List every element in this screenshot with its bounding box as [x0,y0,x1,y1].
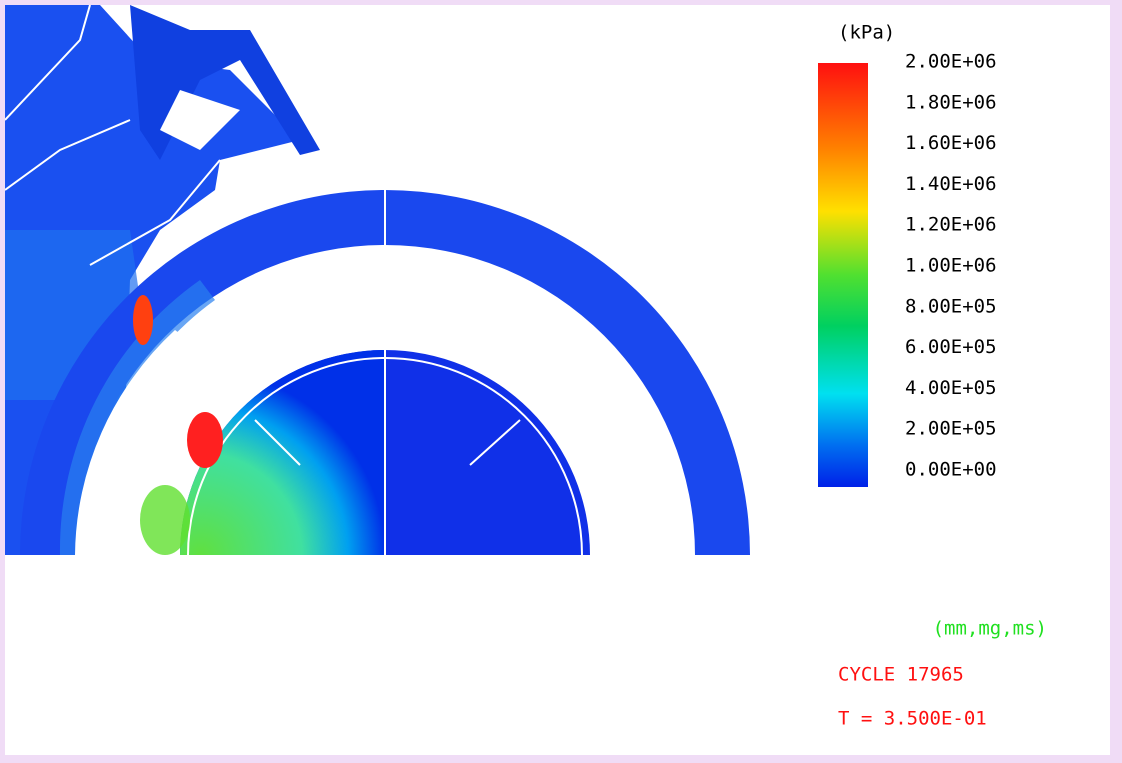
legend-label: 1.00E+06 [905,255,997,277]
model [5,5,750,763]
legend-label: 8.00E+05 [905,295,997,317]
legend-label: 1.40E+06 [905,173,997,195]
legend-label: 4.00E+05 [905,377,997,399]
legend-label: 1.60E+06 [905,132,997,154]
legend-label: 0.00E+00 [905,459,997,481]
simulation-view: (kPa) 2.00E+06 1.80E+06 1.60E+06 1.40E+06 1.… [0,0,1122,763]
units-label: (mm,mg,ms) [933,618,1047,640]
legend-labels: 2.00E+06 1.80E+06 1.60E+06 1.40E+06 1.20E+06… [905,51,997,481]
time-label: T = 3.500E-01 [838,708,987,730]
page: {"legend": {"unit": "(kPa)", "labels": [… [0,0,1122,763]
legend-label: 2.00E+06 [905,51,997,73]
color-bar [818,63,868,487]
legend-label: 1.20E+06 [905,214,997,236]
cycle-label: CYCLE 17965 [838,664,964,686]
legend-label: 1.80E+06 [905,91,997,113]
legend-unit: (kPa) [838,22,895,44]
legend-label: 2.00E+05 [905,418,997,440]
legend-label: 6.00E+05 [905,336,997,358]
